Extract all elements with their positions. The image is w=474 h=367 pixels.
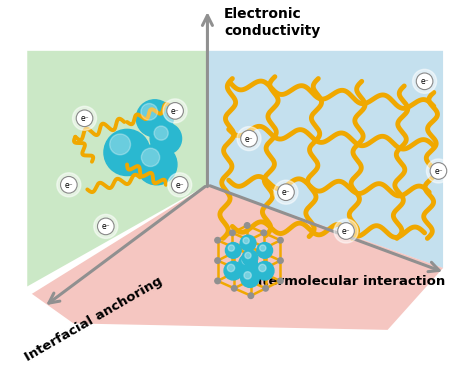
Circle shape [172, 177, 188, 193]
Text: e⁻: e⁻ [101, 222, 110, 231]
Circle shape [278, 278, 283, 284]
Circle shape [416, 73, 433, 90]
Circle shape [255, 262, 274, 280]
Circle shape [231, 265, 237, 271]
Text: e⁻: e⁻ [64, 181, 73, 190]
Circle shape [239, 254, 257, 273]
Circle shape [334, 219, 358, 243]
Text: e⁻: e⁻ [171, 107, 179, 116]
Circle shape [168, 173, 191, 197]
Text: e⁻: e⁻ [342, 227, 350, 236]
Circle shape [215, 278, 220, 284]
Circle shape [243, 237, 249, 244]
Text: Electronic
conductivity: Electronic conductivity [224, 7, 320, 37]
Circle shape [427, 159, 450, 183]
Circle shape [261, 230, 266, 236]
Circle shape [261, 271, 266, 276]
Circle shape [167, 102, 183, 119]
Circle shape [245, 252, 251, 259]
Circle shape [240, 235, 256, 251]
Circle shape [263, 286, 268, 291]
Circle shape [263, 265, 268, 271]
Circle shape [98, 218, 114, 235]
Circle shape [274, 180, 298, 204]
Circle shape [141, 103, 157, 120]
Circle shape [244, 272, 251, 279]
Circle shape [61, 177, 77, 193]
Circle shape [154, 126, 168, 140]
Text: e⁻: e⁻ [175, 181, 184, 190]
Circle shape [263, 245, 268, 250]
Circle shape [245, 264, 250, 269]
Circle shape [73, 106, 97, 130]
Circle shape [248, 293, 254, 298]
Circle shape [228, 245, 235, 251]
Circle shape [241, 269, 259, 287]
Circle shape [278, 184, 294, 200]
Circle shape [224, 262, 243, 280]
Circle shape [278, 258, 283, 264]
Text: e⁻: e⁻ [420, 77, 429, 86]
Text: e⁻: e⁻ [434, 167, 443, 176]
Circle shape [215, 258, 220, 264]
Polygon shape [32, 185, 443, 330]
Circle shape [226, 243, 241, 258]
Circle shape [215, 237, 220, 243]
Circle shape [150, 123, 182, 154]
Circle shape [246, 278, 252, 284]
Circle shape [137, 144, 177, 185]
Polygon shape [27, 51, 208, 287]
Text: e⁻: e⁻ [282, 188, 290, 197]
Circle shape [260, 245, 266, 251]
Circle shape [257, 243, 273, 258]
Circle shape [76, 110, 93, 127]
Circle shape [246, 237, 252, 243]
Text: Interfacial anchoring: Interfacial anchoring [23, 274, 165, 364]
Circle shape [259, 264, 266, 272]
Circle shape [412, 69, 437, 93]
Circle shape [241, 130, 257, 147]
Text: e⁻: e⁻ [80, 114, 89, 123]
Circle shape [141, 148, 160, 167]
Circle shape [278, 237, 283, 243]
Text: e⁻: e⁻ [245, 135, 253, 143]
Circle shape [231, 286, 237, 291]
Circle shape [242, 257, 249, 264]
Polygon shape [208, 51, 443, 268]
Circle shape [137, 100, 173, 137]
Circle shape [231, 245, 237, 250]
Circle shape [430, 163, 447, 179]
Circle shape [245, 243, 250, 248]
Circle shape [163, 99, 187, 123]
Circle shape [109, 134, 130, 155]
Circle shape [229, 230, 235, 236]
Circle shape [94, 214, 118, 239]
Circle shape [237, 127, 261, 150]
Circle shape [228, 264, 235, 272]
Circle shape [229, 250, 235, 256]
Circle shape [104, 129, 150, 175]
Circle shape [57, 173, 81, 197]
Circle shape [245, 223, 250, 228]
Circle shape [248, 252, 254, 258]
Circle shape [242, 250, 258, 266]
Circle shape [248, 273, 254, 278]
Text: Intermolecular interaction: Intermolecular interaction [247, 275, 445, 288]
Circle shape [261, 250, 266, 256]
Circle shape [229, 271, 235, 276]
Circle shape [337, 223, 355, 239]
